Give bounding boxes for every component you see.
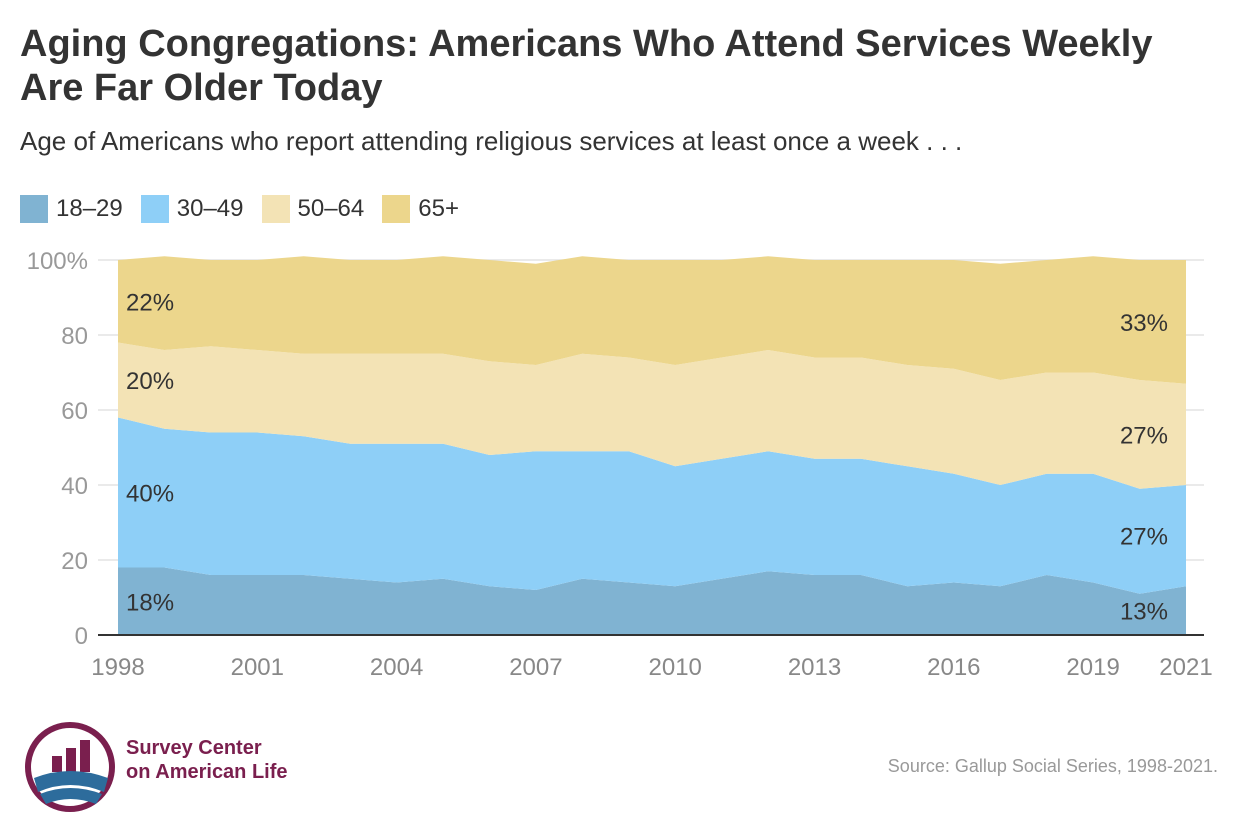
data-labels: 18% 40% 20% 22% 13% 27% 27% 33% xyxy=(126,289,1168,625)
legend-item-18-29: 18–29 xyxy=(20,195,123,223)
legend-item-65-plus: 65+ xyxy=(382,195,459,223)
legend-label-30-49: 30–49 xyxy=(176,195,244,222)
legend-swatch-50-64 xyxy=(261,195,290,223)
y-tick-label: 60 xyxy=(61,398,88,425)
survey-center-logo: Survey Center on American Life xyxy=(20,712,320,822)
legend-label-50-64: 50–64 xyxy=(297,195,365,222)
y-tick-label: 0 xyxy=(75,623,88,650)
y-tick-label: 100% xyxy=(27,248,88,275)
y-tick-label: 20 xyxy=(61,548,88,575)
data-label: 13% xyxy=(1120,599,1168,626)
x-tick-label: 2013 xyxy=(788,654,841,681)
x-tick-label: 2007 xyxy=(509,654,562,681)
axes: 0 20 40 60 80 100% 1998 2001 2004 2007 2010 2013 201… xyxy=(27,248,1213,681)
data-label: 27% xyxy=(1120,422,1168,449)
x-tick-label: 1998 xyxy=(91,654,144,681)
data-label: 40% xyxy=(126,481,174,508)
chart-subtitle: Age of Americans who report attending re… xyxy=(20,126,963,156)
logo-text-line2: on American Life xyxy=(126,761,288,783)
y-tick-label: 80 xyxy=(61,323,88,350)
area-series-2 xyxy=(118,417,1186,594)
x-tick-label: 2001 xyxy=(231,654,284,681)
legend-label-18-29: 18–29 xyxy=(56,195,123,222)
x-tick-label: 2016 xyxy=(927,654,980,681)
data-label: 18% xyxy=(126,589,174,616)
data-label: 20% xyxy=(126,368,174,395)
x-tick-label: 2010 xyxy=(649,654,702,681)
area-series xyxy=(118,256,1186,635)
legend-item-30-49: 30–49 xyxy=(140,195,244,223)
data-label: 33% xyxy=(1120,310,1168,337)
legend-label-65-plus: 65+ xyxy=(418,195,459,222)
legend-swatch-65-plus xyxy=(382,195,411,223)
chart-legend: 18–29 30–49 50–64 65+ xyxy=(20,194,477,224)
stacked-area-chart: 0 20 40 60 80 100% 1998 2001 2004 2007 2010 2013 201… xyxy=(27,248,1213,681)
x-tick-label: 2021 xyxy=(1159,654,1212,681)
area-series-1 xyxy=(118,567,1186,635)
area-series-4 xyxy=(118,256,1186,384)
legend-item-50-64: 50–64 xyxy=(261,195,365,223)
logo-emblem-icon xyxy=(25,722,115,812)
legend-swatch-30-49 xyxy=(140,195,169,223)
data-label: 27% xyxy=(1120,524,1168,551)
y-tick-label: 40 xyxy=(61,473,88,500)
x-tick-label: 2004 xyxy=(370,654,423,681)
x-tick-label: 2019 xyxy=(1066,654,1119,681)
data-label: 22% xyxy=(126,289,174,316)
logo-text-line1: Survey Center xyxy=(126,737,262,759)
chart-title: Aging Congregations: Americans Who Atten… xyxy=(20,23,1153,109)
source-note: Source: Gallup Social Series, 1998-2021. xyxy=(887,756,1218,776)
logo-text: Survey Center on American Life xyxy=(126,736,288,784)
area-series-3 xyxy=(118,342,1186,489)
legend-swatch-18-29 xyxy=(20,195,48,223)
